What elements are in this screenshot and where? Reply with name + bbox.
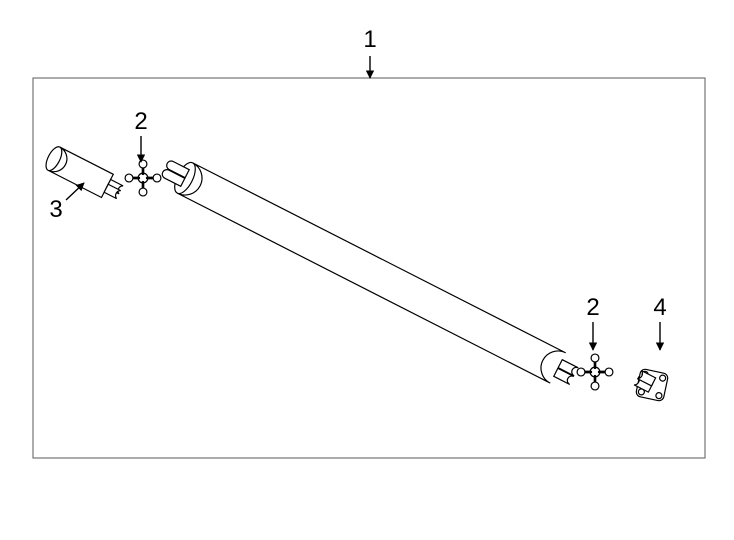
- callout-label-1: 1: [363, 26, 376, 54]
- callout-label-4: 4: [653, 294, 666, 322]
- u-joint-bottom: [577, 354, 613, 390]
- diagram-svg: [0, 0, 734, 540]
- u-joint-top: [125, 160, 161, 196]
- flange-yoke: [634, 368, 668, 401]
- slip-yoke: [43, 144, 123, 198]
- callout-label-3: 3: [49, 196, 62, 224]
- diagram-stage: 1 2 3 2 4: [0, 0, 734, 540]
- drive-shaft: [162, 159, 578, 384]
- callout-arrow-3: [66, 183, 84, 200]
- callout-label-2a: 2: [134, 108, 147, 136]
- callout-label-2b: 2: [586, 294, 599, 322]
